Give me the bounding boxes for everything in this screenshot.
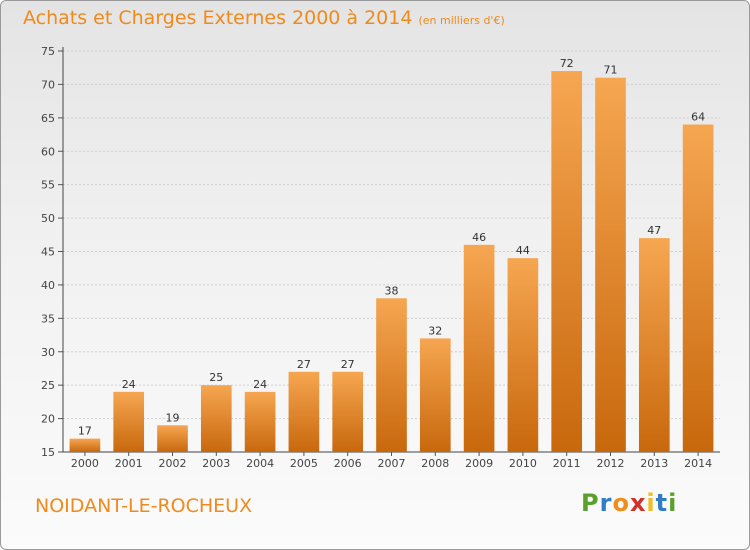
x-tick-label: 2001 xyxy=(115,457,143,470)
chart-title: Achats et Charges Externes 2000 à 2014 (e… xyxy=(23,7,505,29)
bar-value-label: 27 xyxy=(341,358,355,371)
bar xyxy=(157,425,188,452)
x-tick-label: 2005 xyxy=(290,457,318,470)
logo-letter: t xyxy=(655,489,669,517)
bar xyxy=(638,238,670,452)
x-tick-label: 2011 xyxy=(553,457,581,470)
bar-value-label: 46 xyxy=(472,231,486,244)
bar xyxy=(419,338,451,452)
x-tick-label: 2009 xyxy=(465,457,493,470)
y-tick-label: 25 xyxy=(41,379,55,392)
y-tick-label: 35 xyxy=(41,312,55,325)
logo-letter: o xyxy=(612,489,630,517)
bar-value-label: 44 xyxy=(516,244,530,257)
bar-value-label: 17 xyxy=(78,425,92,438)
x-tick-label: 2008 xyxy=(421,457,449,470)
bar-value-label: 64 xyxy=(691,111,705,124)
title-text: Achats et Charges Externes 2000 à 2014 xyxy=(23,7,413,29)
x-tick-label: 2003 xyxy=(202,457,230,470)
bar xyxy=(595,77,626,452)
x-tick-label: 2002 xyxy=(159,457,187,470)
bar-value-label: 25 xyxy=(209,371,223,384)
bar xyxy=(376,298,407,452)
bar-value-label: 24 xyxy=(253,378,267,391)
bar xyxy=(69,438,101,452)
x-tick-label: 2004 xyxy=(246,457,274,470)
y-tick-label: 70 xyxy=(41,78,55,91)
x-tick-label: 2010 xyxy=(509,457,537,470)
chart-subtitle: (en milliers d'€) xyxy=(418,14,505,27)
x-tick-label: 2006 xyxy=(334,457,362,470)
y-tick-label: 30 xyxy=(41,346,55,359)
y-tick-label: 50 xyxy=(41,212,55,225)
bar xyxy=(507,258,539,452)
x-tick-label: 2012 xyxy=(597,457,625,470)
proxiti-logo: Proxiti xyxy=(581,489,677,517)
x-tick-label: 2013 xyxy=(640,457,668,470)
bar-value-label: 32 xyxy=(428,324,442,337)
logo-letter: x xyxy=(629,489,647,517)
bars: 17 24 19 25 24 27 27 38 32 46 44 72 71 47 64 xyxy=(69,57,714,453)
x-tick-label: 2014 xyxy=(684,457,712,470)
y-tick-label: 20 xyxy=(41,413,55,426)
bar xyxy=(244,391,276,452)
place-name: NOIDANT-LE-ROCHEUX xyxy=(35,495,253,517)
bar xyxy=(113,391,145,452)
bar-value-label: 19 xyxy=(166,411,180,424)
x-tick-label: 2000 xyxy=(71,457,99,470)
y-tick-label: 55 xyxy=(41,179,55,192)
y-tick-label: 15 xyxy=(41,446,55,459)
bar xyxy=(463,244,495,452)
bar-value-label: 38 xyxy=(385,284,399,297)
y-tick-label: 75 xyxy=(41,45,55,58)
y-tick-labels: 15 20 25 30 35 40 45 50 55 60 65 70 75 xyxy=(41,45,55,459)
bar xyxy=(551,71,583,453)
bar-value-label: 27 xyxy=(297,358,311,371)
bar-value-label: 24 xyxy=(122,378,136,391)
y-tick-label: 40 xyxy=(41,279,55,292)
x-tick-labels: 2000 2001 2002 2003 2004 2005 2006 2007 2008 2009… xyxy=(71,452,712,470)
bar-value-label: 47 xyxy=(647,224,661,237)
bar xyxy=(332,371,364,452)
bar-value-label: 71 xyxy=(604,64,618,77)
logo-letter: i xyxy=(668,489,678,517)
y-tick-label: 65 xyxy=(41,112,55,125)
bar-value-label: 72 xyxy=(560,57,574,70)
logo-letter: P xyxy=(581,489,600,517)
x-tick-label: 2007 xyxy=(378,457,406,470)
bar xyxy=(200,385,232,452)
logo-letter: r xyxy=(599,489,613,517)
y-tick-label: 45 xyxy=(41,246,55,259)
y-tick-label: 60 xyxy=(41,145,55,158)
logo-letter: i xyxy=(646,489,656,517)
bar xyxy=(288,371,320,452)
bar xyxy=(682,124,714,453)
